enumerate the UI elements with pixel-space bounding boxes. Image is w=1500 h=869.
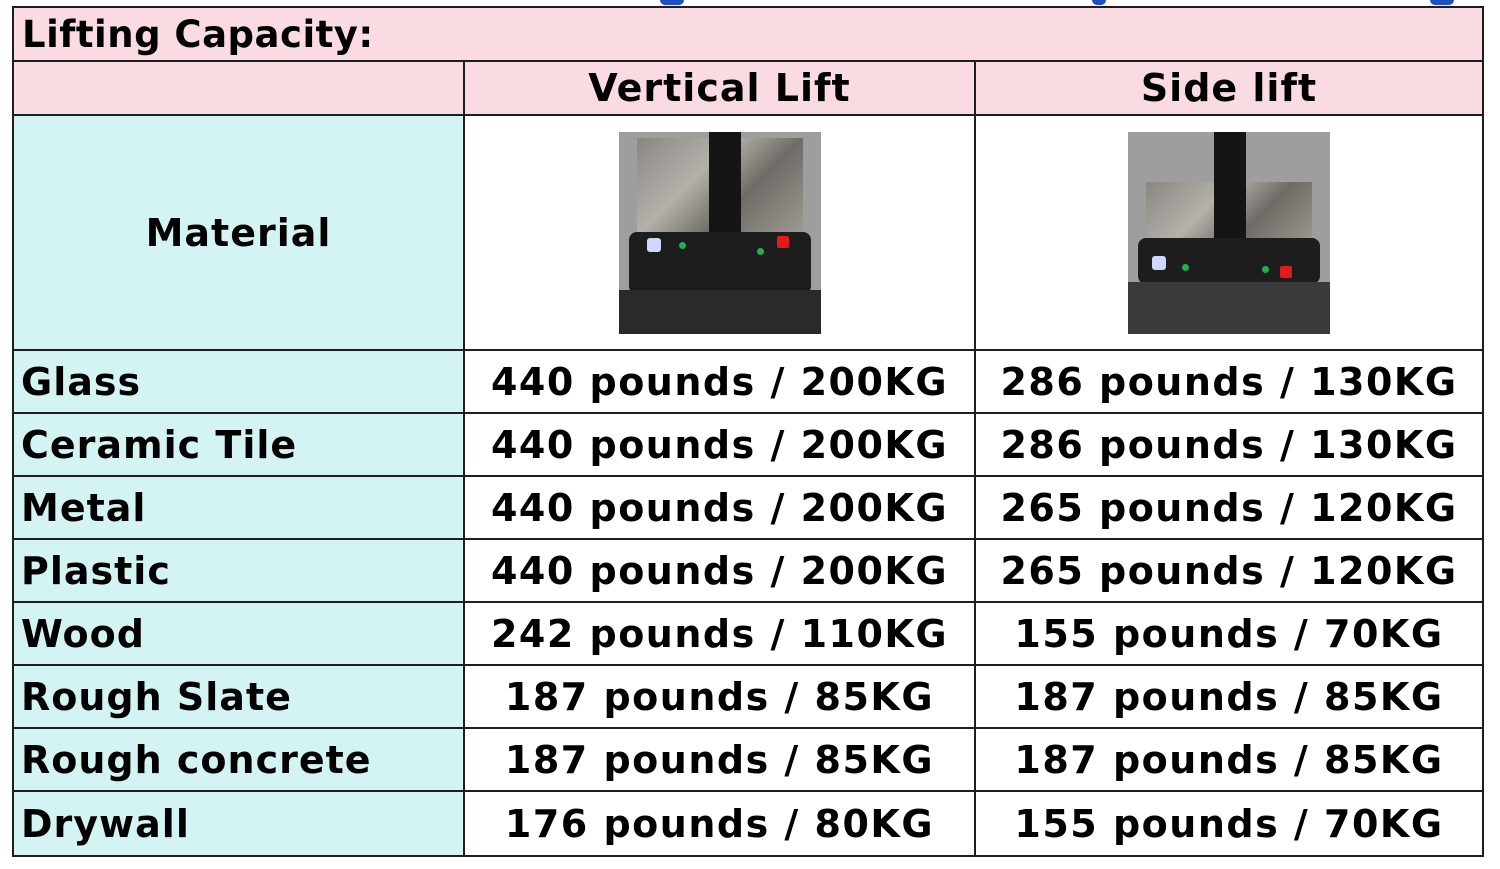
photo-light-red xyxy=(1280,265,1292,278)
vertical-capacity: 242 pounds / 110KG xyxy=(465,603,976,664)
heading-fragment-3 xyxy=(1430,0,1454,5)
photo-row: Material xyxy=(14,116,1482,351)
material-label: Glass xyxy=(14,351,465,412)
side-capacity: 265 pounds / 120KG xyxy=(1000,548,1458,593)
table-row: Glass 440 pounds / 200KG 286 pounds / 13… xyxy=(14,351,1482,414)
cropped-heading-fragment xyxy=(0,0,1500,8)
side-capacity: 286 pounds / 130KG xyxy=(1000,422,1458,467)
table-row: Rough Slate 187 pounds / 85KG 187 pounds… xyxy=(14,666,1482,729)
material-label: Plastic xyxy=(14,540,465,601)
photo-base xyxy=(618,289,821,334)
photo-light-white xyxy=(646,237,661,252)
photo-light-red xyxy=(776,235,789,248)
vertical-lift-photo-cell xyxy=(465,116,976,349)
heading-fragment-1 xyxy=(660,0,684,5)
photo-base xyxy=(1128,281,1330,334)
material-label: Metal xyxy=(14,477,465,538)
material-label: Ceramic Tile xyxy=(14,414,465,475)
vertical-capacity: 176 pounds / 80KG xyxy=(465,792,976,855)
photo-light-green xyxy=(678,241,686,249)
material-label: Drywall xyxy=(14,792,465,855)
photo-light-green xyxy=(1262,265,1269,273)
side-capacity: 286 pounds / 130KG xyxy=(1000,359,1458,404)
photo-light-white xyxy=(1152,255,1166,270)
vertical-capacity: 440 pounds / 200KG xyxy=(465,540,976,601)
side-lift-photo-cell xyxy=(976,116,1482,349)
vertical-lift-header: Vertical Lift xyxy=(465,62,976,114)
table-row: Metal 440 pounds / 200KG 265 pounds / 12… xyxy=(14,477,1482,540)
material-label: Wood xyxy=(14,603,465,664)
photo-light-green xyxy=(1182,263,1189,271)
vertical-capacity: 440 pounds / 200KG xyxy=(465,477,976,538)
vertical-lift-photo xyxy=(618,131,821,334)
side-capacity: 155 pounds / 70KG xyxy=(1014,611,1444,656)
material-label: Rough concrete xyxy=(14,729,465,790)
vertical-capacity: 187 pounds / 85KG xyxy=(465,729,976,790)
vertical-capacity: 187 pounds / 85KG xyxy=(465,666,976,727)
table-row: Plastic 440 pounds / 200KG 265 pounds / … xyxy=(14,540,1482,603)
table-row: Wood 242 pounds / 110KG 155 pounds / 70K… xyxy=(14,603,1482,666)
material-label: Rough Slate xyxy=(14,666,465,727)
side-capacity: 187 pounds / 85KG xyxy=(1014,674,1444,719)
header-row: Vertical Lift Side lift xyxy=(14,62,1482,116)
material-header: Material xyxy=(14,116,465,349)
side-lift-photo xyxy=(1128,131,1330,334)
vertical-capacity: 440 pounds / 200KG xyxy=(465,351,976,412)
header-blank-cell xyxy=(14,62,465,114)
side-capacity: 187 pounds / 85KG xyxy=(1014,737,1444,782)
side-capacity: 155 pounds / 70KG xyxy=(1014,801,1444,846)
side-capacity: 265 pounds / 120KG xyxy=(1000,485,1458,530)
table-title: Lifting Capacity: xyxy=(14,8,1482,60)
heading-fragment-2 xyxy=(1092,0,1106,5)
lifting-capacity-table: Lifting Capacity: Vertical Lift Side lif… xyxy=(12,6,1484,857)
side-lift-header: Side lift xyxy=(976,62,1482,114)
vertical-capacity: 440 pounds / 200KG xyxy=(465,414,976,475)
table-row: Drywall 176 pounds / 80KG 155 pounds / 7… xyxy=(14,792,1482,855)
table-row: Ceramic Tile 440 pounds / 200KG 286 poun… xyxy=(14,414,1482,477)
table-row: Rough concrete 187 pounds / 85KG 187 pou… xyxy=(14,729,1482,792)
title-row: Lifting Capacity: xyxy=(14,8,1482,62)
photo-light-green xyxy=(756,247,764,255)
